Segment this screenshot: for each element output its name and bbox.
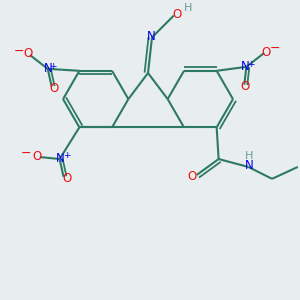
Text: O: O — [187, 170, 196, 183]
Text: N: N — [44, 62, 53, 75]
Text: +: + — [50, 62, 57, 71]
Text: +: + — [63, 151, 70, 160]
Text: N: N — [241, 60, 250, 74]
Text: H: H — [183, 3, 192, 13]
Text: O: O — [172, 8, 181, 21]
Text: −: − — [270, 42, 280, 55]
Text: O: O — [23, 47, 33, 61]
Text: −: − — [21, 147, 31, 160]
Text: N: N — [245, 160, 254, 172]
Text: −: − — [14, 44, 24, 58]
Text: O: O — [32, 150, 41, 163]
Text: O: O — [241, 80, 250, 93]
Text: +: + — [248, 60, 255, 69]
Text: N: N — [56, 152, 65, 164]
Text: O: O — [262, 46, 271, 59]
Text: N: N — [147, 30, 155, 43]
Text: H: H — [245, 151, 254, 161]
Text: O: O — [49, 82, 58, 95]
Text: O: O — [62, 172, 71, 185]
